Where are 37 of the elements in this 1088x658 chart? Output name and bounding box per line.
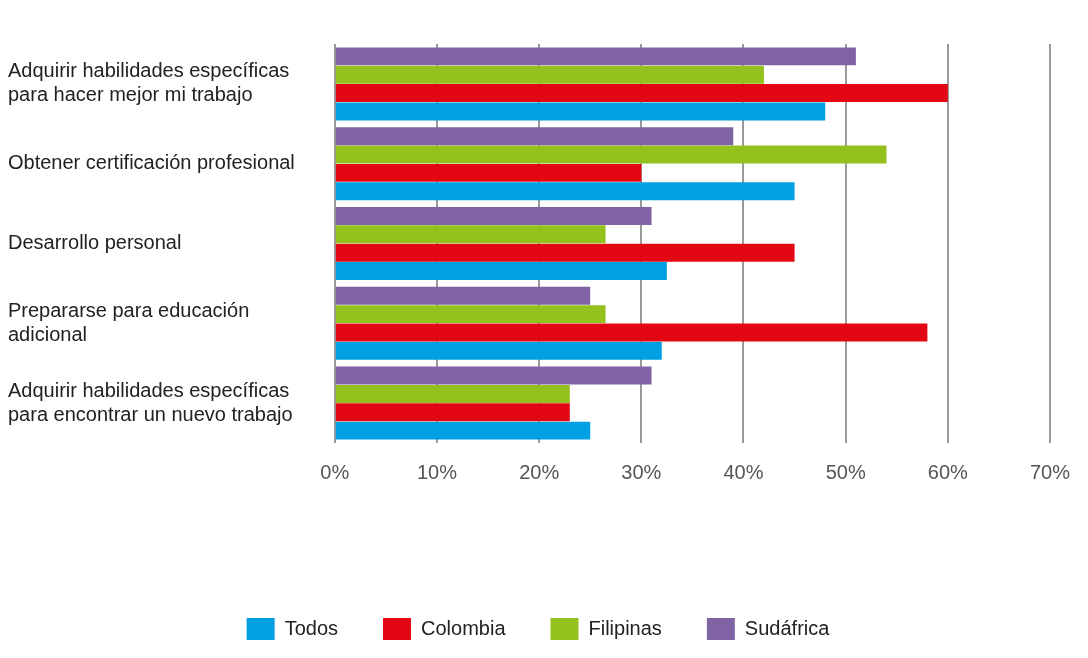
y-tick-label: Adquirir habilidades específicas para encontrar un nuevo trabajo (8, 378, 293, 425)
x-tick-label: 60% (927, 460, 969, 483)
bar (335, 84, 948, 103)
bar (335, 145, 887, 164)
y-tick-label: Desarrollo personal (8, 231, 182, 254)
x-tick-label: 10% (416, 460, 458, 483)
bar (335, 127, 734, 146)
x-tick-label: 0% (320, 460, 350, 483)
legend-label: Todos (284, 616, 339, 639)
bar (335, 182, 795, 201)
bar (335, 102, 826, 121)
y-tick-label: Obtener certificación profesional (8, 151, 295, 174)
bar (335, 286, 591, 305)
bar (335, 421, 591, 440)
bar (335, 305, 606, 324)
bar (335, 47, 856, 66)
bar (335, 243, 795, 262)
x-tick-label: 30% (621, 460, 662, 483)
bar (335, 262, 667, 281)
y-tick-label: Prepararse para educación adicional (8, 298, 250, 345)
y-tick-label: Adquirir habilidades específicas para hacer mejor mi trabajo (8, 59, 290, 106)
x-tick-label: 50% (825, 460, 866, 483)
bar (335, 323, 928, 342)
bar (335, 403, 570, 422)
bar (335, 163, 642, 182)
legend-label: Colombia (421, 616, 507, 639)
legend-label: Filipinas (588, 616, 662, 639)
bar (335, 65, 764, 84)
bar (335, 366, 652, 385)
bar (335, 384, 570, 403)
bar (335, 341, 662, 360)
bar (335, 206, 652, 225)
x-tick-label: 40% (723, 460, 764, 483)
legend-label: Sudáfrica (744, 616, 831, 639)
x-tick-label: 70% (1029, 460, 1071, 483)
bar (335, 225, 606, 244)
x-tick-label: 20% (519, 460, 560, 483)
